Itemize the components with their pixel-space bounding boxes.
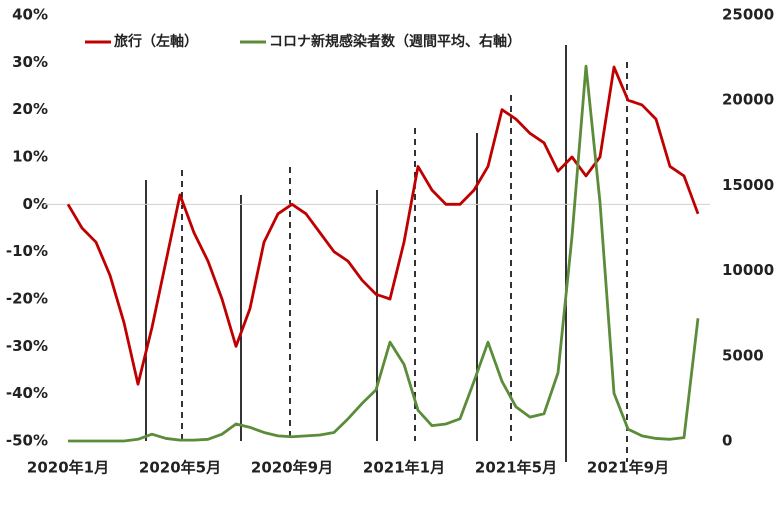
series-line: [66, 65, 700, 386]
x-tick-label: 2021年5月: [475, 459, 557, 477]
y-tick-label: 10%: [12, 148, 48, 166]
series-line: [68, 64, 700, 443]
y-tick-label: -10%: [6, 242, 48, 260]
x-tick-label: 2020年9月: [251, 459, 333, 477]
y-tick-label: -20%: [6, 290, 48, 308]
y2-tick-label: 0: [722, 432, 732, 450]
y-tick-label: -40%: [6, 384, 48, 402]
x-tick-label: 2020年5月: [139, 459, 221, 477]
y2-tick-label: 15000: [722, 176, 774, 194]
y-tick-label: 40%: [12, 6, 48, 24]
y-tick-label: 0%: [23, 195, 48, 213]
y-tick-label: -30%: [6, 337, 48, 355]
x-tick-label: 2020年1月: [27, 459, 109, 477]
y2-tick-label: 25000: [722, 6, 774, 24]
x-tick-label: 2021年9月: [587, 459, 669, 477]
x-tick-label: 2021年1月: [363, 459, 445, 477]
y-tick-label: 30%: [12, 53, 48, 71]
y-tick-label: 20%: [12, 100, 48, 118]
y2-tick-label: 10000: [722, 261, 774, 279]
y2-tick-label: 20000: [722, 91, 774, 109]
y2-tick-label: 5000: [722, 346, 764, 364]
event-lines: [145, 45, 628, 462]
legend-label: コロナ新規感染者数（週間平均、右軸）: [269, 33, 521, 50]
y-tick-label: -50%: [6, 432, 48, 450]
legend-label: 旅行（左軸）: [114, 33, 198, 50]
